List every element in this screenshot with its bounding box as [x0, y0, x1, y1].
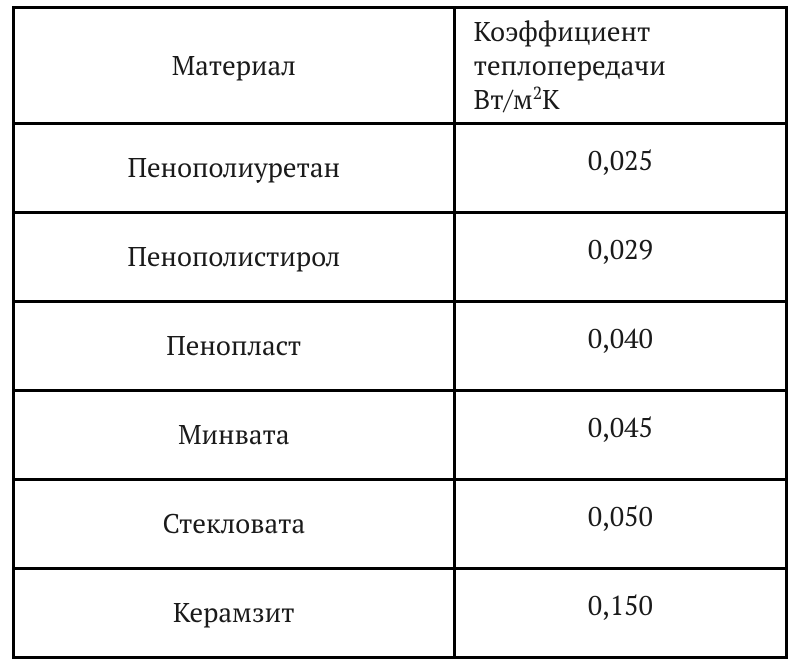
table-row: Стекловата 0,050 [14, 480, 787, 569]
value-cell: 0,029 [454, 213, 786, 302]
column-header-material: Материал [14, 8, 455, 124]
value-cell: 0,040 [454, 302, 786, 391]
material-cell: Керамзит [14, 569, 455, 658]
column-header-coefficient: Коэффициент теплопередачи Вт/м2К [454, 8, 786, 124]
table-row: Пенопласт 0,040 [14, 302, 787, 391]
table-body: Пенополиуретан 0,025 Пенополистирол 0,02… [14, 124, 787, 658]
value-cell: 0,050 [454, 480, 786, 569]
header-line-1: Коэффициент [474, 13, 651, 49]
material-cell: Пенополистирол [14, 213, 455, 302]
thermal-conductivity-table: Материал Коэффициент теплопередачи Вт/м2… [12, 6, 788, 659]
material-cell: Стекловата [14, 480, 455, 569]
table-row: Минвата 0,045 [14, 391, 787, 480]
header-line-3-prefix: Вт/м [474, 81, 533, 117]
value-cell: 0,045 [454, 391, 786, 480]
value-cell: 0,150 [454, 569, 786, 658]
value-cell: 0,025 [454, 124, 786, 213]
table-header-row: Материал Коэффициент теплопередачи Вт/м2… [14, 8, 787, 124]
table-row: Керамзит 0,150 [14, 569, 787, 658]
material-cell: Минвата [14, 391, 455, 480]
material-cell: Пенопласт [14, 302, 455, 391]
table-row: Пенополиуретан 0,025 [14, 124, 787, 213]
header-line-3-suffix: К [542, 81, 559, 117]
header-line-2: теплопередачи [474, 47, 666, 83]
table-row: Пенополистирол 0,029 [14, 213, 787, 302]
material-cell: Пенополиуретан [14, 124, 455, 213]
header-superscript: 2 [533, 82, 542, 105]
